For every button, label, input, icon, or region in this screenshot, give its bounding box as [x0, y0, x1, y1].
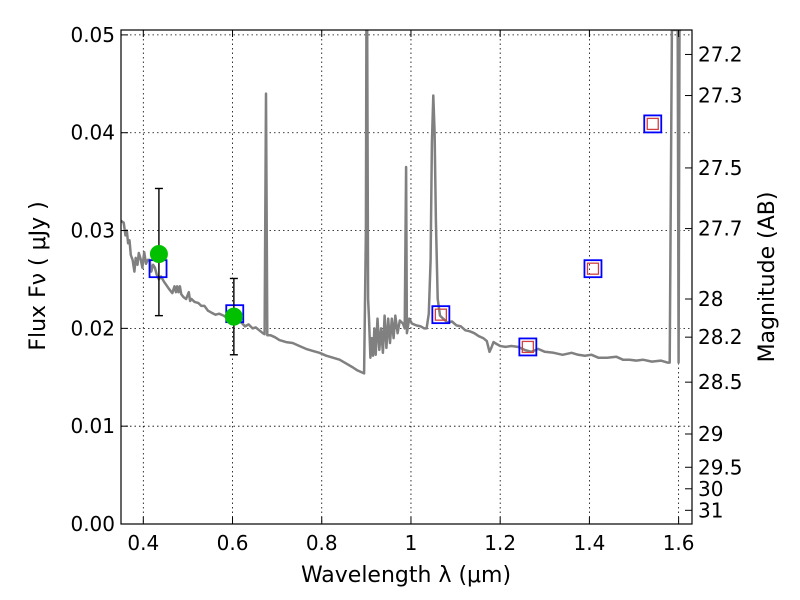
- observed-flux-marker: [586, 262, 600, 275]
- model-spectrum-line: [121, 30, 682, 375]
- y-tick-label: 0.05: [70, 23, 115, 47]
- y-tick-label: 0.03: [70, 219, 115, 243]
- measured-flux-point: [149, 245, 168, 264]
- observed-flux-marker: [434, 308, 447, 321]
- right-tick-label: 27.5: [698, 156, 743, 180]
- y-tick-label: 0.00: [70, 512, 115, 536]
- right-tick-label: 28.2: [698, 325, 743, 349]
- measured-flux-point: [224, 307, 243, 326]
- right-tick-label: 29: [698, 422, 723, 446]
- x-tick-label: 0.4: [127, 531, 159, 555]
- model-band-flux-marker: [643, 114, 663, 134]
- y-tick-label: 0.01: [70, 414, 115, 438]
- right-tick-label: 29.5: [698, 455, 743, 479]
- axes-frame: [120, 29, 693, 525]
- right-tick-label: 30: [698, 477, 723, 501]
- y-tick-label: 0.04: [70, 121, 115, 145]
- x-tick-label: 1.6: [663, 531, 695, 555]
- observed-flux-marker: [646, 117, 659, 131]
- x-axis-label: Wavelength λ (μm): [301, 563, 511, 588]
- right-tick-label: 31: [698, 498, 723, 522]
- y-axis-label: Flux Fν ( μJy ): [26, 201, 51, 350]
- x-tick-label: 1.4: [573, 531, 605, 555]
- right-tick-label: 27.3: [698, 84, 743, 108]
- x-tick-label: 0.6: [217, 531, 249, 555]
- observed-flux-marker: [521, 340, 534, 354]
- model-band-flux-marker: [431, 305, 451, 325]
- x-tick-label: 1.2: [484, 531, 516, 555]
- x-tick-label: 0.8: [306, 531, 338, 555]
- axis-ticks: 0.4 0.6 0.8 1 1.2 1.4 1.6 0.00 0.01 0.02 0.03 0.04 0…: [70, 23, 742, 555]
- right-tick-label: 27.2: [698, 42, 743, 66]
- y-tick-label: 0.02: [70, 316, 115, 340]
- right-tick-label: 28: [698, 287, 723, 311]
- x-tick-label: 1: [405, 531, 418, 555]
- model-band-flux-marker: [583, 259, 603, 279]
- right-tick-label: 27.7: [698, 217, 743, 241]
- right-axis-label: Magnitude (AB): [755, 192, 780, 363]
- model-band-flux-marker: [518, 337, 538, 357]
- plot-area: [121, 30, 682, 375]
- right-tick-label: 28.5: [698, 370, 743, 394]
